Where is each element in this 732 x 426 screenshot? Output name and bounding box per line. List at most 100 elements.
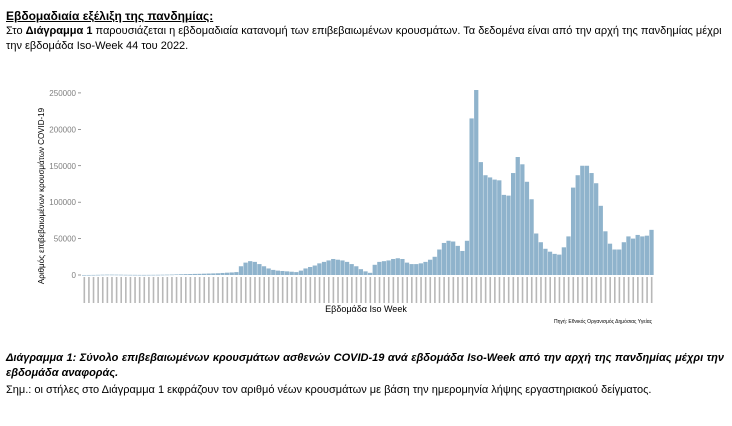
bar [589,173,594,275]
intro-figure-ref: Διάγραμμα 1 [25,25,93,37]
bar [621,242,626,275]
bar [487,177,493,275]
bar [312,265,317,275]
bar [271,269,276,275]
bar [607,243,613,275]
bar [418,263,423,275]
bar [234,272,239,275]
bar [561,247,566,275]
bar [381,261,387,275]
bar [575,175,580,275]
bar [598,205,603,275]
bar [206,273,211,275]
bar [118,274,124,276]
y-axis-ticks: 0 50000 100000 150000 200000 250000 [49,89,81,280]
intro-text: παρουσιάζεται η εβδομαδιαία κατανομή των… [6,25,722,52]
figure-caption: Διάγραμμα 1: Σύνολο επιβεβαιωμένων κρουσ… [6,352,724,379]
bar [261,266,267,275]
bar [220,272,225,275]
bar [188,274,193,275]
bar [211,273,216,275]
bar [492,179,497,275]
bar [308,266,313,275]
bar [547,251,553,275]
bar [169,274,174,276]
bar [464,240,470,275]
bar [178,274,184,275]
bar [506,195,511,275]
bar [243,262,248,275]
bar [391,258,396,275]
bar [257,264,262,275]
bar [543,248,548,275]
bar [298,270,304,275]
bar [478,162,483,275]
bar [566,236,571,275]
bar [469,118,474,275]
source-note: Πηγή: Εθνικός Οργανισμός Δημόσιας Υγείας [554,318,653,325]
y-tick-label: 50000 [54,235,77,244]
bar [294,272,299,275]
bar [109,274,114,276]
bar [538,242,543,275]
bar [423,261,428,275]
bar [289,271,294,275]
bar [497,180,502,275]
bar [275,270,280,275]
bar [483,175,488,275]
bar [437,249,442,275]
y-tick-label: 100000 [49,198,76,207]
bar [95,274,101,276]
bar [128,274,133,276]
bar [552,253,557,275]
bar [455,245,460,275]
y-tick-label: 200000 [49,125,76,134]
bar [160,274,165,276]
bar [446,240,451,275]
bar [137,274,142,276]
bar [344,261,350,275]
bar [340,260,345,275]
bar [225,272,230,275]
bar [474,90,479,275]
bar [630,238,636,275]
bar [335,259,340,275]
bar [534,233,539,275]
bar [580,165,585,275]
bar [192,273,197,275]
x-axis-ticks [83,277,653,303]
bar [511,173,516,275]
bar [132,274,137,276]
bar [349,264,354,275]
bar [82,274,87,276]
bar [86,274,91,276]
bar [635,234,640,275]
bar [331,258,336,275]
bar [404,262,410,275]
bar [151,274,156,276]
bar [238,266,244,275]
bar [524,181,530,275]
bar [584,165,590,275]
bar [100,274,105,276]
bar [155,274,161,276]
bar [529,199,534,275]
bar [400,258,405,275]
bar [368,272,373,275]
bar [570,187,576,275]
bar [363,271,368,275]
bar [612,249,617,275]
bar [201,273,207,275]
bar [451,241,456,275]
bar [372,264,377,275]
bar [395,258,400,275]
x-axis-label: Εβδομάδα Iso Week [325,304,407,314]
bar [594,183,599,275]
bar [501,194,507,275]
bar [114,274,119,276]
bar [377,261,382,275]
bar [414,264,419,275]
y-axis-title: Αριθμός επιβεβαιωμένων κρουσμάτων COVID-… [37,107,46,284]
bar [617,249,622,275]
bar [317,263,322,275]
